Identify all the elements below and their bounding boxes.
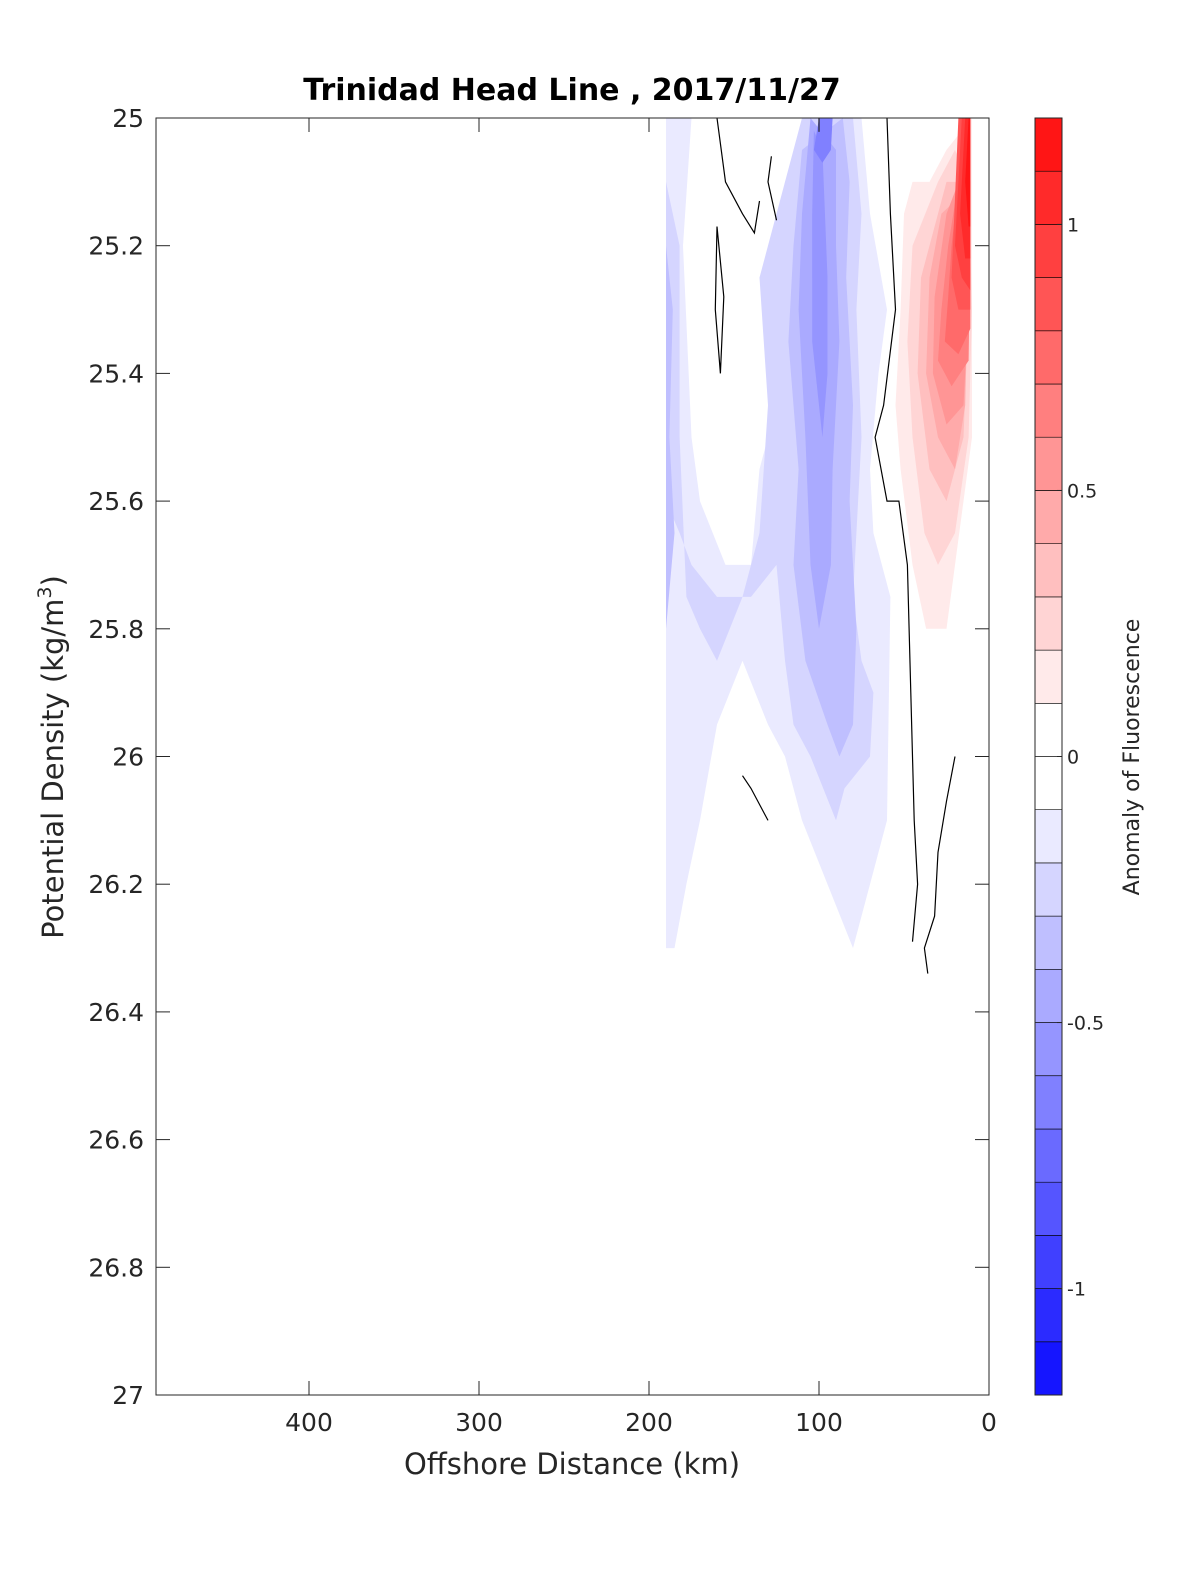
y-tick-label-5: 26 [112, 743, 144, 772]
colorbar-band-8 [1034, 915, 1063, 970]
colorbar-band-16 [1034, 490, 1063, 545]
x-tick-label-2: 200 [625, 1408, 673, 1437]
x-tick-label-0: 400 [285, 1408, 333, 1437]
colorbar-band-7 [1034, 968, 1063, 1023]
plot-area: 400 300 200 100 0 25 25.2 25.4 25.6 25.8 26 26.2 26.… [88, 104, 997, 1437]
contour-region-4 [666, 245, 675, 629]
contour-region-17 [965, 118, 971, 227]
x-axis-label: Offshore Distance (km) [404, 1447, 740, 1481]
colorbar-band-9 [1034, 862, 1063, 917]
colorbar: 1 0.5 0 -0.5 -1 [1034, 117, 1104, 1396]
colorbar-tick-label-3: -0.5 [1067, 1013, 1104, 1035]
colorbar-band-17 [1034, 436, 1063, 491]
x-tick-label-1: 300 [455, 1408, 503, 1437]
y-tick-label-6: 26.2 [88, 870, 144, 899]
chart-title: Trinidad Head Line , 2017/11/27 [303, 73, 840, 108]
colorbar-label: Anomaly of Fluorescence [1120, 619, 1145, 896]
colorbar-tick-label-1: 0.5 [1067, 480, 1097, 502]
colorbar-tick-label-2: 0 [1067, 747, 1079, 769]
zero-contour-line-6 [742, 775, 769, 821]
x-tick-label-3: 100 [795, 1408, 843, 1437]
colorbar-band-10 [1034, 809, 1063, 864]
y-tick-label-8: 26.6 [88, 1126, 144, 1155]
x-tick-label-4: 0 [981, 1408, 997, 1437]
y-tick-label-4: 25.8 [88, 615, 144, 644]
colorbar-band-3 [1034, 1181, 1063, 1236]
y-axis-label-tail: ) [36, 575, 70, 586]
contour-fills [666, 118, 972, 949]
y-tick-label-7: 26.4 [88, 998, 144, 1027]
colorbar-band-2 [1034, 1235, 1063, 1289]
colorbar-band-1 [1034, 1288, 1063, 1343]
colorbar-tick-label-4: -1 [1067, 1279, 1086, 1301]
y-axis-label-superscript: 3 [34, 586, 56, 598]
colorbar-band-13 [1034, 649, 1063, 704]
y-tick-label-0: 25 [112, 104, 144, 133]
y-tick-label-10: 27 [112, 1381, 144, 1410]
colorbar-tick-label-0: 1 [1067, 214, 1079, 236]
colorbar-band-6 [1034, 1022, 1063, 1077]
colorbar-band-20 [1034, 277, 1063, 332]
colorbar-band-5 [1034, 1075, 1063, 1130]
colorbar-band-18 [1034, 383, 1063, 438]
colorbar-band-15 [1034, 543, 1063, 598]
colorbar-band-19 [1034, 330, 1063, 385]
y-tick-label-1: 25.2 [88, 232, 144, 261]
colorbar-band-21 [1034, 224, 1063, 278]
y-axis-label: Potential Density (kg/m3) [34, 575, 70, 939]
axes: 400 300 200 100 0 25 25.2 25.4 25.6 25.8 26 26.2 26.… [88, 104, 997, 1437]
y-tick-label-9: 26.8 [88, 1253, 144, 1282]
zero-contour-line-4 [874, 118, 919, 942]
colorbar-band-4 [1034, 1128, 1063, 1183]
zero-contour-line-2 [767, 156, 778, 221]
contour-region-9 [812, 130, 828, 438]
colorbar-band-23 [1034, 117, 1063, 172]
colorbar-band-12 [1034, 702, 1063, 757]
colorbar-band-14 [1034, 596, 1063, 651]
colorbar-band-22 [1034, 170, 1063, 225]
y-tick-label-3: 25.6 [88, 487, 144, 516]
zero-contour-line-1 [714, 226, 725, 374]
colorbar-band-0 [1034, 1341, 1063, 1396]
zero-contour-lines [714, 118, 956, 974]
zero-contour-line-5 [923, 756, 956, 974]
zero-contour-line-0 [716, 118, 761, 235]
y-axis-label-base: Potential Density (kg/m [36, 599, 70, 939]
colorbar-band-11 [1034, 756, 1063, 811]
y-tick-label-2: 25.4 [88, 359, 144, 388]
